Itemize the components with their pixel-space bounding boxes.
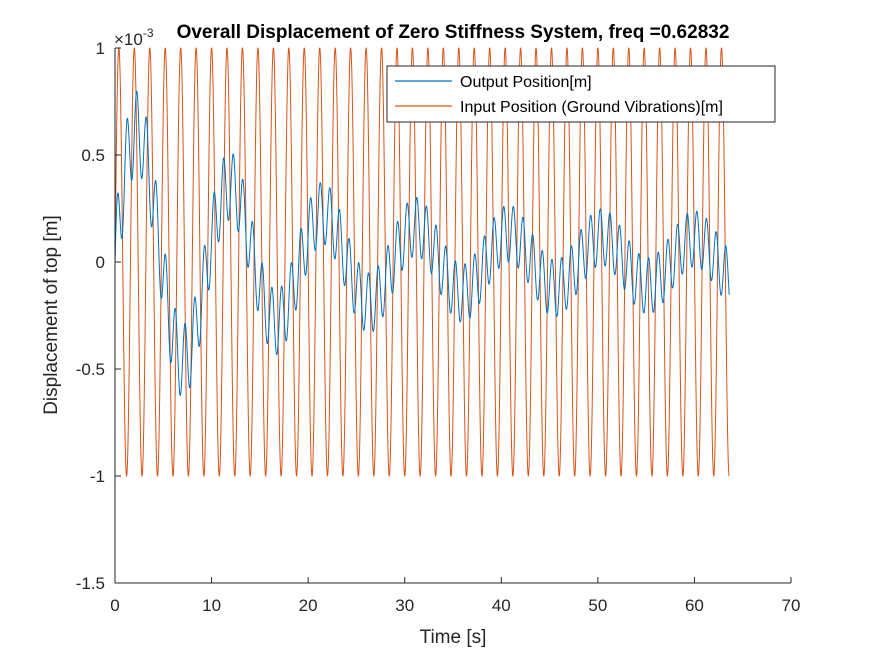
y-ticks: -1.5 -1 -0.5 0 0.5 1 (76, 39, 121, 593)
y-tick-label: 0 (96, 253, 105, 272)
y-tick-label: -0.5 (76, 360, 105, 379)
legend-label-input: Input Position (Ground Vibrations)[m] (460, 99, 723, 116)
chart-title: Overall Displacement of Zero Stiffness S… (177, 22, 730, 43)
x-tick-label: 40 (492, 596, 511, 615)
y-tick-label: -1.5 (76, 574, 105, 593)
legend-label-output: Output Position[m] (460, 74, 592, 91)
y-exponent-label: ×10-3 (114, 26, 154, 49)
legend-box (386, 65, 776, 123)
x-tick-label: 70 (782, 596, 801, 615)
y-tick-label: -1 (90, 467, 105, 486)
x-tick-label: 50 (588, 596, 607, 615)
x-tick-label: 60 (685, 596, 704, 615)
x-axis-label: Time [s] (420, 627, 487, 648)
x-tick-label: 10 (202, 596, 221, 615)
y-axis-label: Displacement of top [m] (41, 215, 62, 415)
x-tick-label: 30 (395, 596, 414, 615)
axes-layer (114, 48, 791, 584)
x-ticks: 0 10 20 30 40 50 60 70 (110, 577, 800, 615)
y-tick-label: 1 (96, 39, 105, 58)
series-line-output (114, 90, 730, 396)
y-tick-label: 0.5 (81, 146, 105, 165)
legend: Output Position[m] Input Position (Groun… (386, 65, 776, 123)
plot-area (115, 48, 791, 583)
x-tick-label: 20 (299, 596, 318, 615)
x-tick-label: 0 (110, 596, 119, 615)
